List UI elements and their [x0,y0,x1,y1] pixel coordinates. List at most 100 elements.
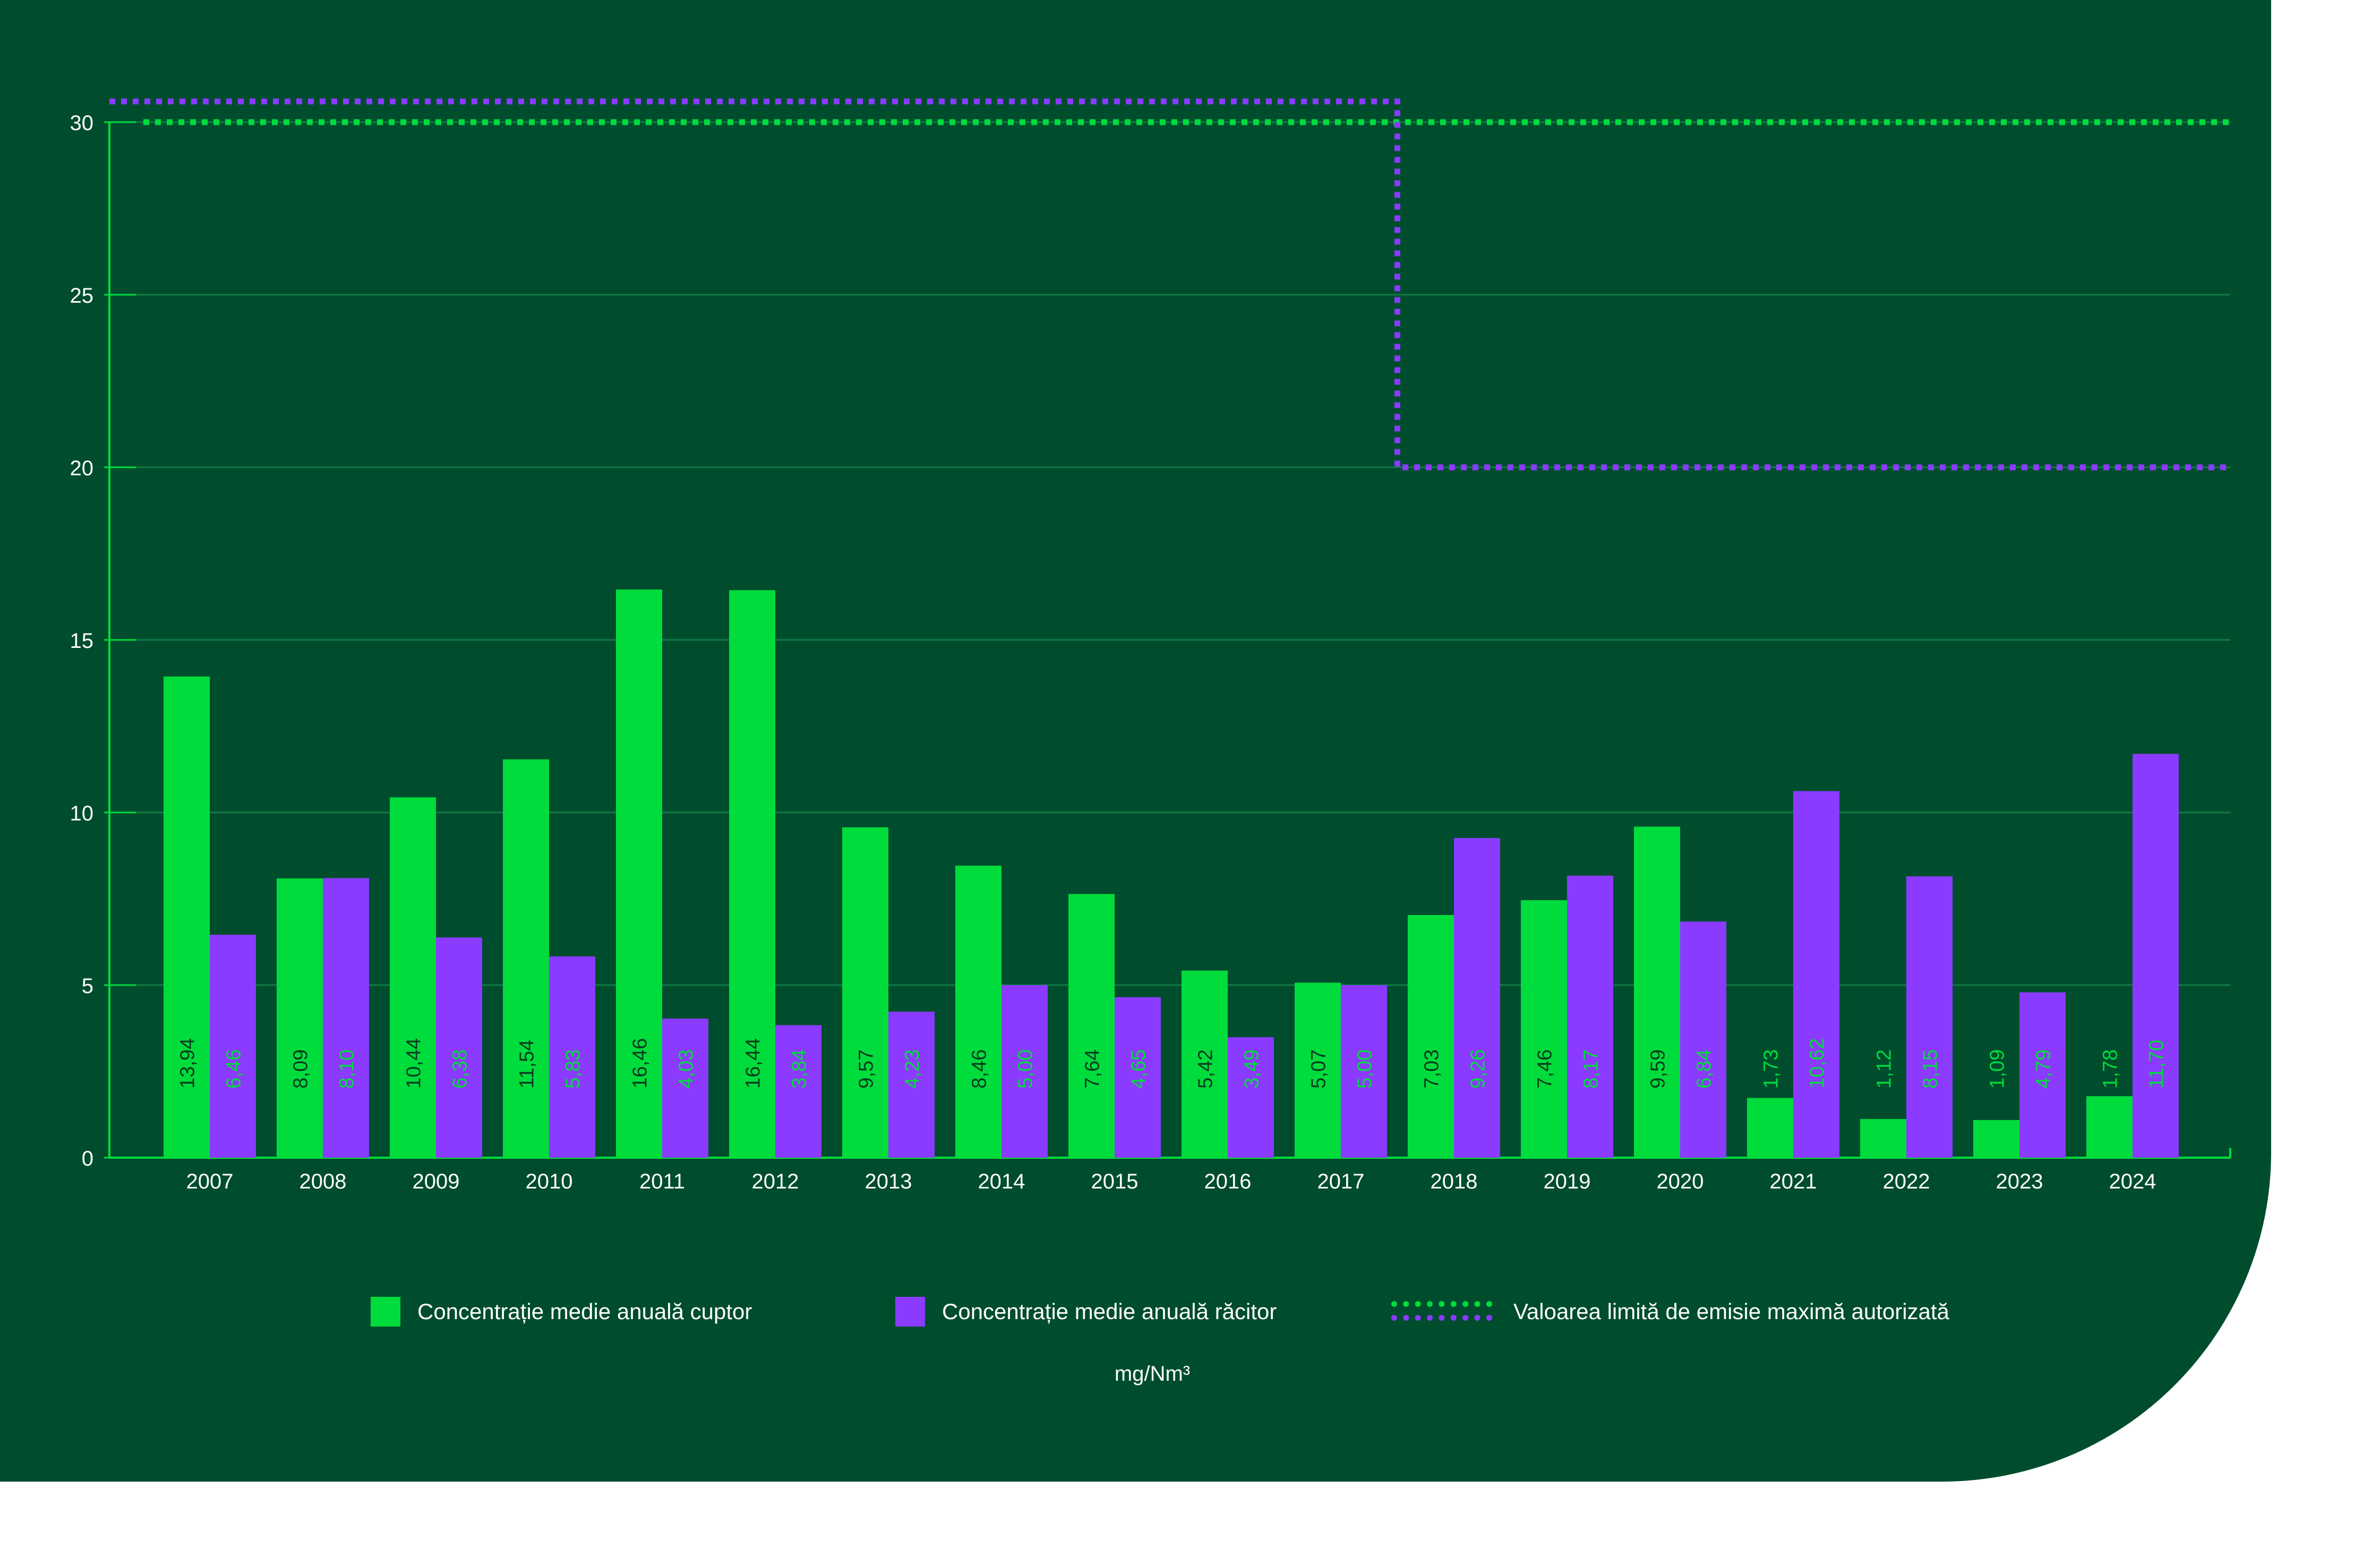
data-label-racitor: 5,00 [1015,1049,1037,1089]
y-tick-label: 30 [70,112,94,135]
data-label-cuptor: 5,07 [1308,1049,1330,1089]
x-tick-label: 2020 [1657,1170,1704,1193]
data-label-racitor: 11,70 [2146,1040,2168,1089]
data-label-racitor: 5,00 [1354,1049,1376,1089]
legend-swatch-racitor [895,1297,925,1327]
data-label-racitor: 10,62 [1807,1038,1829,1089]
data-label-racitor: 4,79 [2033,1049,2055,1089]
bar-cuptor [390,797,436,1158]
bar-cuptor [1068,894,1115,1158]
bar-cuptor [1747,1098,1793,1158]
bar-cuptor [1295,982,1341,1158]
legend-label-limit: Valoarea limită de emisie maximă autoriz… [1513,1299,1949,1324]
bar-racitor [1001,985,1048,1158]
data-label-cuptor: 5,42 [1195,1049,1217,1089]
data-label-racitor: 3,84 [789,1049,811,1089]
legend-label-racitor: Concentrație medie anuală răcitor [942,1299,1277,1324]
bar-racitor [662,1019,708,1158]
x-tick-label: 2015 [1091,1170,1138,1193]
x-tick-label: 2024 [2109,1170,2156,1193]
bar-cuptor [842,827,888,1158]
data-label-racitor: 4,03 [675,1049,698,1089]
legend-label-cuptor: Concentrație medie anuală cuptor [417,1299,752,1324]
x-tick-label: 2014 [978,1170,1025,1193]
x-tick-label: 2021 [1770,1170,1817,1193]
bar-racitor [1341,985,1387,1158]
x-tick-label: 2007 [186,1170,234,1193]
bar-cuptor [1182,970,1228,1158]
data-label-cuptor: 16,46 [629,1038,652,1089]
bar-cuptor [616,589,662,1158]
y-tick-label: 0 [82,1147,93,1170]
bar-racitor [210,935,256,1158]
y-tick-label: 15 [70,629,94,653]
bar-cuptor [729,590,775,1158]
data-label-cuptor: 1,78 [2100,1049,2122,1089]
bar-racitor [888,1012,935,1158]
data-label-cuptor: 16,44 [742,1038,765,1089]
legend-item-racitor: Concentrație medie anuală răcitor [895,1290,1277,1333]
data-label-racitor: 4,23 [902,1049,924,1089]
bar-racitor [1567,875,1613,1158]
bar-cuptor [1408,915,1454,1158]
bar-racitor [2133,754,2179,1158]
data-label-cuptor: 13,94 [177,1038,199,1089]
bar-cuptor [1521,900,1567,1158]
data-label-cuptor: 10,44 [403,1038,425,1089]
chart-panel [0,0,2271,1482]
x-tick-label: 2018 [1431,1170,1478,1193]
y-tick-label: 5 [82,974,93,998]
data-label-racitor: 3,49 [1241,1049,1263,1089]
bar-racitor [1680,921,1726,1158]
bar-cuptor [164,676,210,1158]
y-tick-label: 25 [70,284,94,307]
y-tick-label: 10 [70,802,94,825]
bar-racitor [775,1025,821,1158]
x-tick-label: 2012 [752,1170,799,1193]
data-label-racitor: 8,17 [1580,1049,1603,1089]
data-label-cuptor: 7,46 [1534,1049,1556,1089]
unit-label: mg/Nm³ [1114,1362,1191,1385]
legend-item-limit: Valoarea limită de emisie maximă autoriz… [1391,1290,1949,1333]
x-tick-label: 2023 [1996,1170,2043,1193]
bar-racitor [1454,838,1500,1158]
x-tick-label: 2013 [865,1170,912,1193]
legend-line-limit [1391,1297,1492,1327]
data-label-racitor: 6,84 [1693,1049,1716,1089]
bar-racitor [2019,992,2066,1158]
bar-cuptor [955,866,1001,1158]
x-tick-label: 2017 [1317,1170,1365,1193]
data-label-racitor: 8,10 [336,1049,358,1089]
x-tick-label: 2022 [1883,1170,1930,1193]
bar-racitor [1793,791,1839,1158]
bar-cuptor [503,759,549,1158]
legend-item-cuptor: Concentrație medie anuală cuptor [371,1290,752,1333]
x-tick-label: 2009 [413,1170,460,1193]
limit-line-racitor [109,98,2230,471]
data-label-cuptor: 11,54 [516,1040,538,1089]
data-label-cuptor: 8,46 [969,1049,991,1089]
bar-racitor [1228,1037,1274,1158]
data-label-cuptor: 1,73 [1760,1049,1783,1089]
data-label-cuptor: 1,12 [1873,1049,1896,1089]
data-label-cuptor: 7,64 [1082,1049,1104,1089]
data-label-racitor: 5,83 [562,1049,585,1089]
data-label-cuptor: 9,57 [855,1049,878,1089]
data-label-cuptor: 9,59 [1647,1049,1670,1089]
data-label-racitor: 6,46 [223,1049,245,1089]
bar-racitor [436,937,482,1158]
bar-racitor [323,878,369,1158]
chart-legend: Concentrație medie anuală cuptor Concent… [0,1290,2271,1333]
bar-chart: 0 5 10 15 20 25 30 13,94 6,46 2007 8,09 8,10 2008 10,… [70,98,2231,1193]
bar-cuptor [1973,1120,2019,1158]
data-label-cuptor: 1,09 [1987,1049,2009,1089]
data-label-cuptor: 8,09 [290,1049,312,1089]
data-label-racitor: 8,15 [1920,1049,1942,1089]
x-tick-label: 2011 [639,1170,685,1193]
data-label-racitor: 6,38 [449,1049,472,1089]
x-tick-label: 2016 [1204,1170,1252,1193]
bar-racitor [1115,997,1161,1158]
bar-cuptor [2086,1096,2133,1158]
x-tick-label: 2008 [299,1170,347,1193]
data-label-cuptor: 7,03 [1421,1049,1443,1089]
